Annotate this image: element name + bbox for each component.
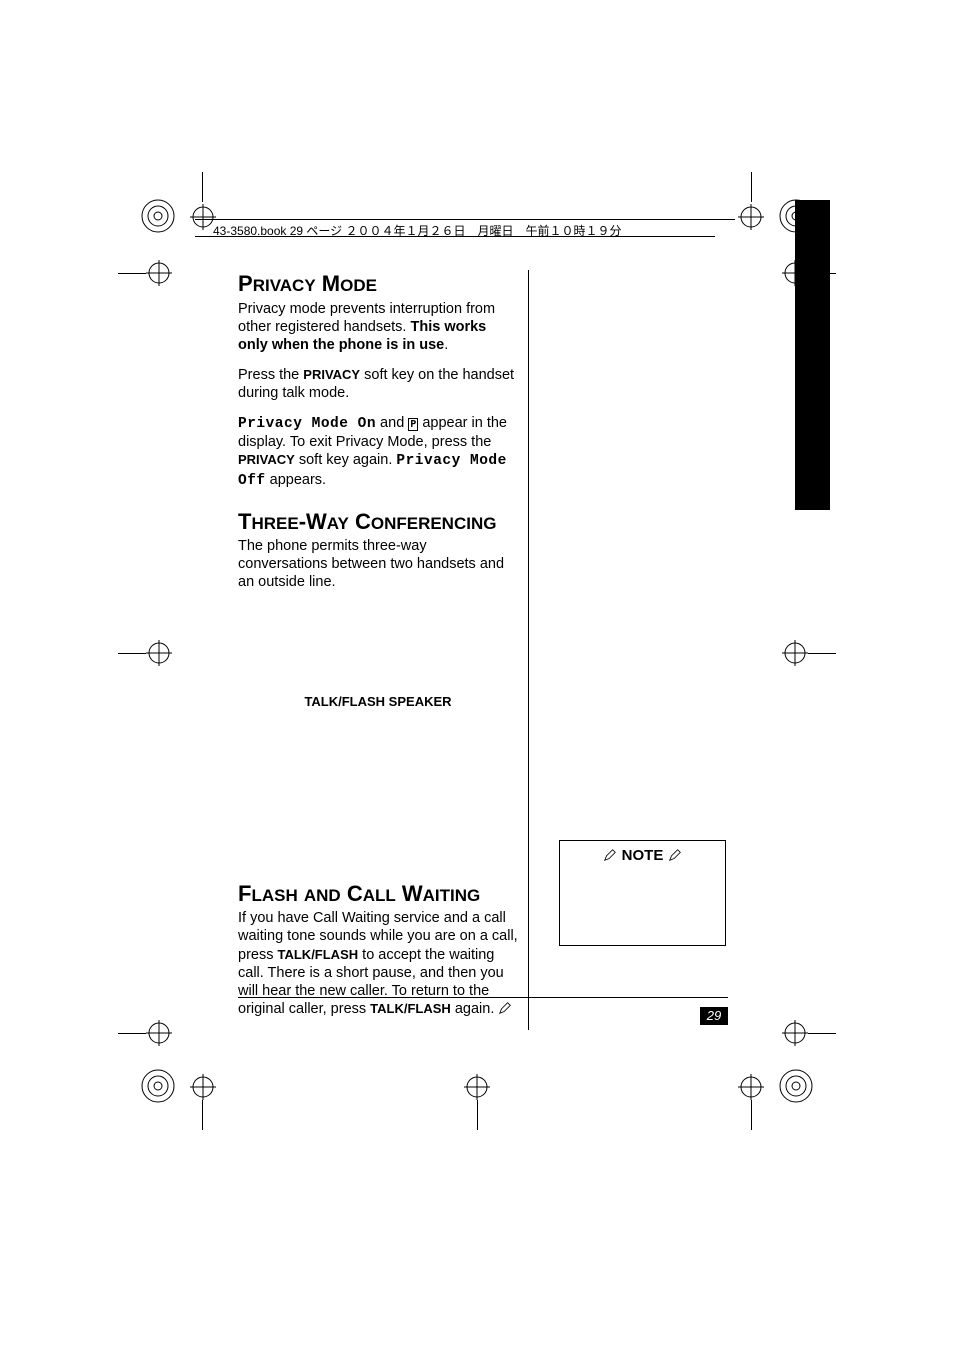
registration-mark-icon bbox=[140, 198, 176, 234]
pencil-icon bbox=[603, 848, 617, 862]
heading-flash-call-waiting: FLASH AND CALL WAITING bbox=[238, 880, 518, 908]
spacer bbox=[238, 604, 518, 684]
crosshair-icon bbox=[190, 204, 216, 230]
crosshair-icon bbox=[738, 204, 764, 230]
privacy-para-2: Press the PRIVACY soft key on the handse… bbox=[238, 366, 518, 402]
page-number: 29 bbox=[700, 1007, 728, 1025]
right-column: NOTE bbox=[529, 270, 726, 1030]
privacy-para-3: Privacy Mode On and P appear in the disp… bbox=[238, 414, 518, 490]
crop-line bbox=[808, 653, 836, 654]
crosshair-icon bbox=[146, 640, 172, 666]
threeway-keys-label: TALK/FLASH SPEAKER bbox=[238, 694, 518, 710]
crop-line bbox=[751, 172, 752, 202]
crop-line bbox=[477, 1100, 478, 1130]
crop-line bbox=[751, 1100, 752, 1130]
left-column: PRIVACY MODE Privacy mode prevents inter… bbox=[238, 270, 529, 1030]
side-tab-marker bbox=[795, 200, 830, 510]
crosshair-icon bbox=[146, 260, 172, 286]
pencil-icon bbox=[668, 848, 682, 862]
note-box: NOTE bbox=[559, 840, 726, 946]
heading-privacy-mode: PRIVACY MODE bbox=[238, 270, 518, 298]
registration-mark-icon bbox=[778, 1068, 814, 1104]
crosshair-icon bbox=[738, 1074, 764, 1100]
privacy-glyph-icon: P bbox=[408, 418, 418, 431]
crosshair-icon bbox=[146, 1020, 172, 1046]
crosshair-icon bbox=[782, 1020, 808, 1046]
content-area: PRIVACY MODE Privacy mode prevents inter… bbox=[238, 270, 726, 1030]
privacy-para-1: Privacy mode prevents interruption from … bbox=[238, 300, 518, 354]
crop-line bbox=[808, 1033, 836, 1034]
page-header-text: 43-3580.book 29 ページ ２００４年１月２６日 月曜日 午前１０時… bbox=[213, 222, 622, 239]
crosshair-icon bbox=[190, 1074, 216, 1100]
crop-line bbox=[118, 273, 146, 274]
crop-line bbox=[202, 172, 203, 202]
crosshair-icon bbox=[464, 1074, 490, 1100]
registration-mark-icon bbox=[140, 1068, 176, 1104]
heading-three-way: THREE-WAY CONFERENCING bbox=[238, 508, 518, 536]
crosshair-icon bbox=[782, 260, 808, 286]
crop-line bbox=[202, 1100, 203, 1130]
header-rule-top bbox=[195, 219, 735, 220]
crop-line bbox=[118, 1033, 146, 1034]
crop-line bbox=[808, 273, 836, 274]
crosshair-icon bbox=[782, 640, 808, 666]
note-label: NOTE bbox=[622, 847, 664, 864]
crop-line bbox=[118, 653, 146, 654]
flash-para-1: If you have Call Waiting service and a c… bbox=[238, 909, 518, 1018]
threeway-para-1: The phone permits three-way conversation… bbox=[238, 537, 518, 591]
pencil-icon bbox=[498, 1001, 512, 1015]
footer-rule bbox=[238, 997, 728, 998]
registration-mark-icon bbox=[778, 198, 814, 234]
